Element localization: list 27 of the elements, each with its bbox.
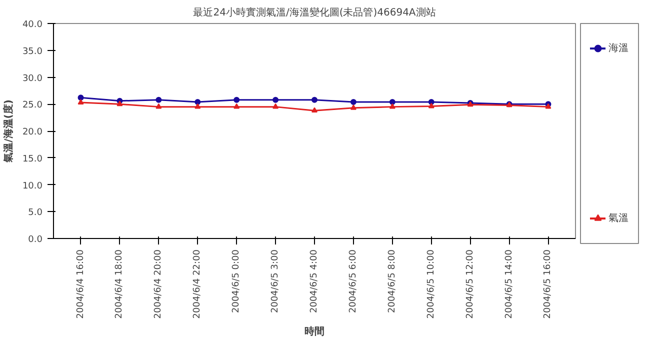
legend-label: 海溫 [608, 42, 628, 55]
x-tick-label: 2004/6/5 8:00 [387, 249, 398, 313]
x-tick-label: 2004/6/5 6:00 [348, 249, 358, 313]
x-tick-label: 2004/6/4 22:00 [192, 249, 203, 319]
x-tick-label: 2004/6/5 4:00 [310, 249, 320, 313]
x-tick-label: 2004/6/5 3:00 [270, 249, 281, 313]
x-tick-label: 2004/6/5 14:00 [504, 249, 514, 319]
x-tick-label: 2004/6/5 0:00 [232, 249, 242, 313]
x-tick-label: 2004/6/4 20:00 [154, 249, 164, 319]
x-tick-label: 2004/6/5 12:00 [465, 249, 476, 319]
y-tick-label: 5.0 [28, 208, 43, 218]
x-tick-label: 2004/6/5 16:00 [543, 249, 554, 319]
y-tick-label: 15.0 [22, 154, 43, 164]
y-tick-label: 30.0 [22, 74, 43, 84]
y-tick-label: 40.0 [22, 20, 43, 30]
x-axis-title: 時間 [304, 326, 324, 338]
x-tick-label: 2004/6/5 10:00 [426, 249, 436, 319]
x-tick-label: 2004/6/4 16:00 [76, 249, 86, 319]
y-axis-title: 氣溫/海溫(度) [2, 100, 14, 164]
y-tick-label: 25.0 [22, 100, 43, 111]
y-tick-label: 35.0 [22, 46, 43, 57]
x-tick-label: 2004/6/4 18:00 [114, 249, 125, 319]
chart-title: 最近24小時實測氣溫/海溫變化圖(未品管)46694A測站 [193, 6, 436, 18]
y-tick-label: 10.0 [22, 181, 43, 192]
y-tick-label: 20.0 [22, 128, 43, 138]
legend-label: 氣溫 [608, 212, 628, 225]
y-tick-label: 0.0 [28, 235, 43, 245]
